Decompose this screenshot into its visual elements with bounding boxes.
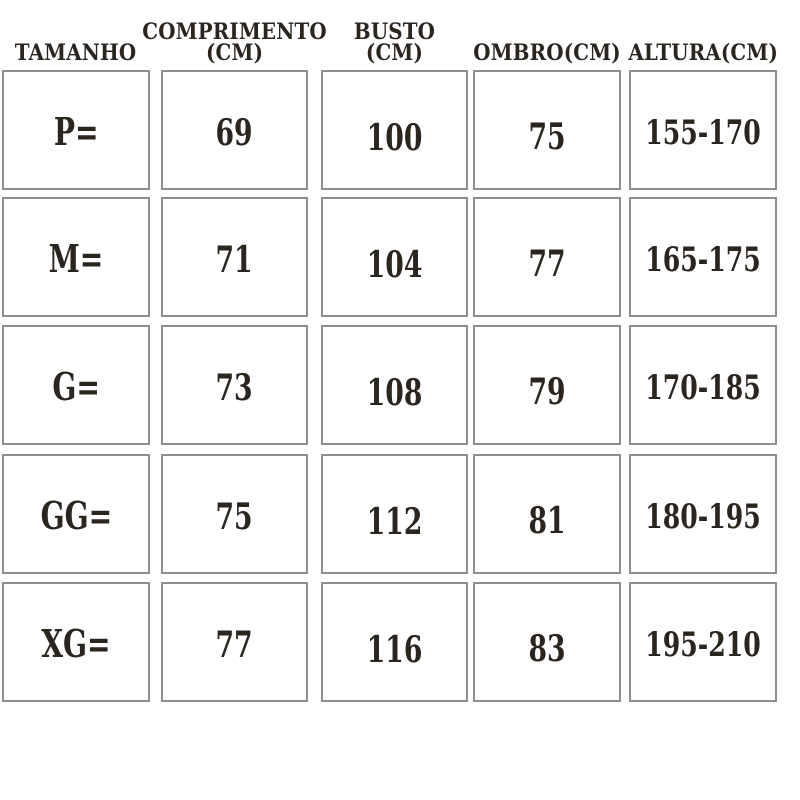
column-header-ombro: OMBRO(CM) [473,14,621,64]
cell-g-altura: 170-185 [629,325,777,445]
cell-p-comprimento: 69 [161,70,308,190]
column-header-label: TAMANHO [15,40,137,66]
cell-value: G= [52,363,100,409]
cell-value: 83 [528,628,566,670]
cell-value: 112 [366,501,423,543]
column-header-tamanho: TAMANHO [2,14,150,64]
column-header-busto: BUSTO (CM) [321,14,468,64]
cell-gg-altura: 180-195 [629,454,777,574]
cell-gg-tamanho: GG= [2,454,150,574]
cell-value: 73 [215,367,254,409]
column-header-comprimento: COMPRIMENTO (CM) [142,14,326,64]
cell-m-ombro: 77 [473,197,621,317]
cell-value: 71 [215,239,254,281]
cell-g-ombro: 79 [473,325,621,445]
cell-value: 77 [528,243,566,285]
cell-value: 75 [528,116,566,158]
cell-value: 108 [366,372,423,414]
cell-xg-ombro: 83 [473,582,621,702]
column-header-label: OMBRO(CM) [473,40,621,66]
cell-p-busto: 100 [321,70,468,190]
column-header-label: ALTURA(CM) [628,40,778,66]
column-header-label: BUSTO (CM) [353,19,436,66]
cell-value: M= [48,235,104,281]
cell-value: 116 [366,629,423,671]
cell-value: 69 [215,112,254,154]
cell-value: 165-175 [645,240,761,280]
cell-gg-ombro: 81 [473,454,621,574]
cell-value: 170-185 [645,368,761,408]
cell-g-tamanho: G= [2,325,150,445]
cell-m-comprimento: 71 [161,197,308,317]
cell-xg-busto: 116 [321,582,468,702]
cell-p-altura: 155-170 [629,70,777,190]
cell-g-comprimento: 73 [161,325,308,445]
cell-value: 155-170 [645,113,761,153]
column-header-label: COMPRIMENTO (CM) [142,19,327,66]
column-header-altura: ALTURA(CM) [628,14,778,66]
cell-xg-tamanho: XG= [2,582,150,702]
cell-value: 100 [366,117,423,159]
cell-m-busto: 104 [321,197,468,317]
cell-value: 195-210 [645,625,761,665]
cell-g-busto: 108 [321,325,468,445]
cell-xg-altura: 195-210 [629,582,777,702]
cell-value: 77 [215,624,254,666]
cell-value: XG= [41,620,111,666]
cell-value: GG= [40,492,112,538]
cell-value: 79 [528,371,566,413]
cell-value: P= [53,108,99,154]
cell-m-altura: 165-175 [629,197,777,317]
cell-m-tamanho: M= [2,197,150,317]
cell-value: 81 [528,500,566,542]
cell-gg-busto: 112 [321,454,468,574]
cell-value: 75 [215,496,254,538]
cell-p-ombro: 75 [473,70,621,190]
cell-value: 180-195 [645,497,761,537]
cell-gg-comprimento: 75 [161,454,308,574]
cell-xg-comprimento: 77 [161,582,308,702]
cell-value: 104 [366,244,423,286]
cell-p-tamanho: P= [2,70,150,190]
